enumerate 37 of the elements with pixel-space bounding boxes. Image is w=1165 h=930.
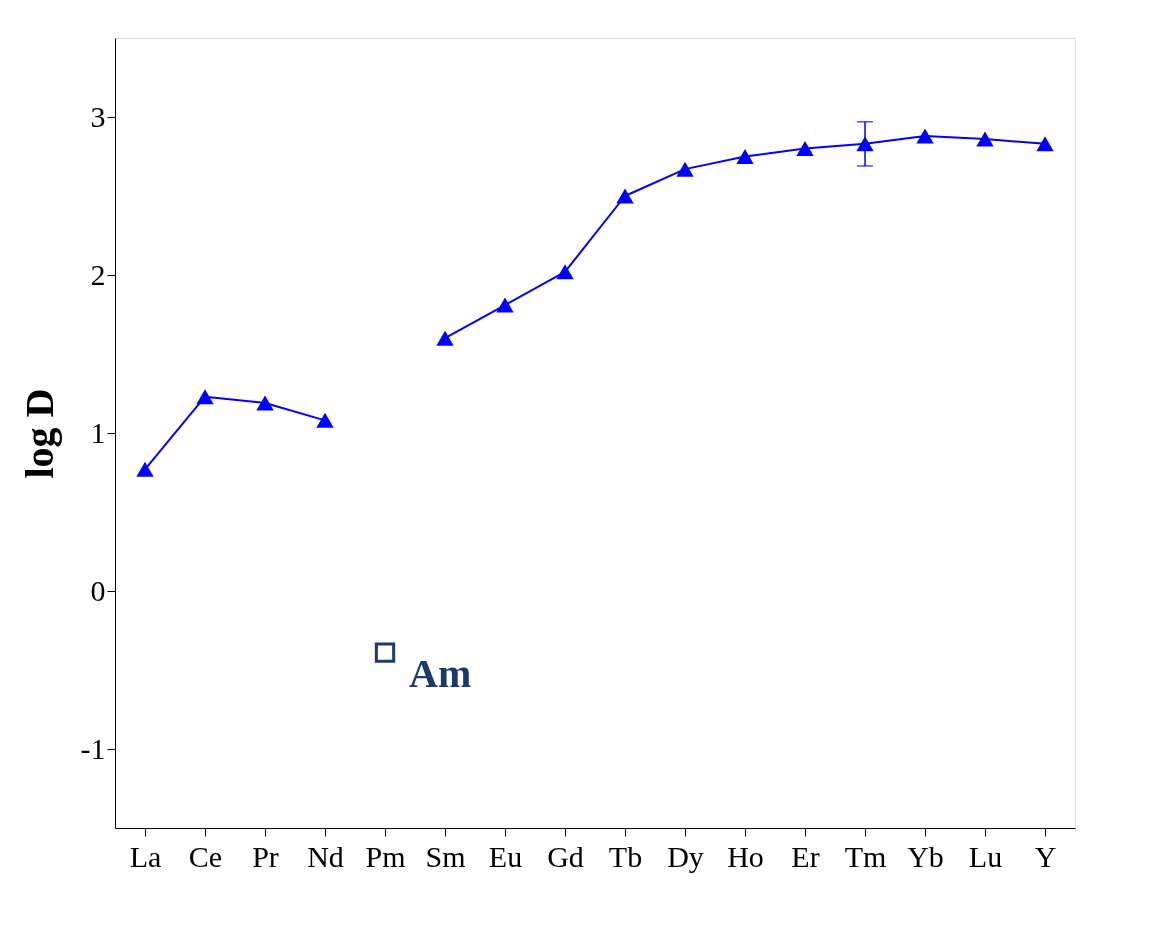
x-tick-label: Gd [547, 839, 584, 873]
x-tick-label: Lu [968, 839, 1003, 873]
x-tick-label: Tm [844, 839, 887, 873]
x-tick-label: La [129, 839, 162, 873]
point [436, 330, 454, 346]
x-tick-label: Nd [307, 839, 344, 873]
x-tick-label: Sm [425, 839, 466, 873]
point [916, 128, 934, 144]
point [556, 264, 574, 280]
point [616, 188, 634, 204]
y-axis-title: log D [16, 388, 62, 479]
x-tick-label: Tb [608, 839, 643, 873]
point [676, 161, 694, 177]
y-tick-label: 2 [90, 257, 106, 291]
series-label: Am [409, 650, 472, 696]
point [316, 412, 334, 428]
x-tick-label: Pm [365, 839, 406, 873]
x-tick-label: Eu [488, 839, 523, 873]
y-tick-label: 0 [90, 573, 106, 607]
point [736, 149, 754, 164]
x-tick-label: Pr [252, 839, 279, 873]
y-tick-label: 3 [90, 99, 106, 133]
point [796, 141, 814, 157]
point [256, 395, 274, 411]
point [196, 389, 214, 405]
x-tick-label: Ho [727, 839, 764, 873]
point [136, 461, 154, 477]
x-tick-label: Dy [667, 839, 704, 873]
point [496, 297, 514, 313]
x-tick-label: Yb [907, 839, 944, 873]
point [976, 131, 994, 147]
x-tick-label: Er [791, 839, 820, 873]
x-tick-label: Y [1034, 839, 1057, 873]
point [1036, 136, 1054, 152]
x-tick-label: Ce [188, 839, 223, 873]
y-tick-label: 1 [90, 415, 106, 449]
y-tick-label: -1 [80, 731, 106, 765]
